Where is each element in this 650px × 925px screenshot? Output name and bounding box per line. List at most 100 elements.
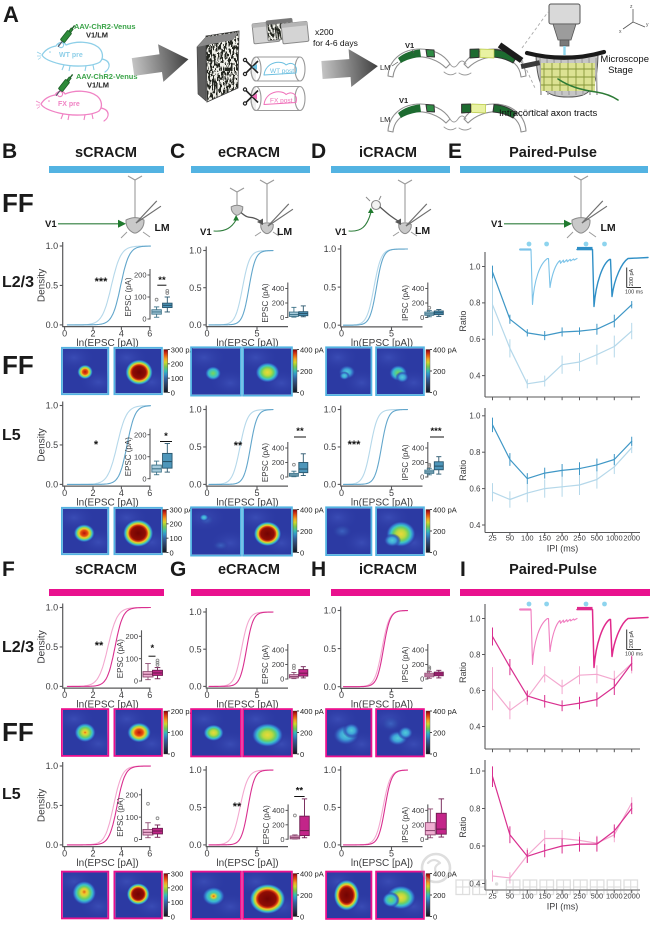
svg-text:300 pA: 300 pA	[170, 505, 194, 514]
svg-text:5: 5	[389, 488, 394, 498]
svg-text:0.0: 0.0	[46, 480, 59, 490]
svg-text:200: 200	[125, 790, 138, 799]
svg-text:1.0: 1.0	[189, 246, 202, 256]
svg-text:5: 5	[254, 690, 259, 700]
svg-text:2000: 2000	[623, 534, 640, 543]
svg-text:5: 5	[254, 848, 259, 858]
svg-text:0.8: 0.8	[469, 299, 481, 308]
svg-text:500: 500	[591, 534, 604, 543]
svg-text:0.0: 0.0	[189, 682, 202, 692]
svg-text:ln(EPSC [pA]): ln(EPSC [pA])	[216, 497, 278, 508]
svg-text:L5: L5	[2, 786, 21, 803]
svg-text:200: 200	[272, 660, 285, 669]
svg-text:D: D	[311, 140, 326, 163]
svg-text:0.5: 0.5	[189, 644, 202, 654]
svg-text:400 pA: 400 pA	[433, 505, 457, 514]
svg-text:400: 400	[272, 444, 285, 453]
svg-text:1.0: 1.0	[189, 765, 202, 775]
svg-text:y: y	[646, 22, 649, 28]
svg-text:4: 4	[119, 488, 124, 498]
svg-text:400 pA: 400 pA	[433, 345, 457, 354]
svg-text:300: 300	[171, 869, 184, 878]
svg-text:1.0: 1.0	[469, 262, 481, 271]
svg-text:0.5: 0.5	[324, 282, 337, 292]
svg-text:100: 100	[171, 374, 184, 383]
svg-text:z: z	[630, 4, 633, 10]
svg-text:0: 0	[204, 488, 209, 498]
svg-text:E: E	[448, 140, 462, 163]
svg-text:IPSC (pA): IPSC (pA)	[401, 285, 410, 321]
svg-text:ln(EPSC [pA]): ln(EPSC [pA])	[351, 497, 413, 508]
svg-text:200: 200	[412, 299, 425, 308]
svg-text:ln(EPSC [pA]): ln(EPSC [pA])	[216, 699, 278, 710]
svg-text:2: 2	[90, 488, 95, 498]
svg-text:0.5: 0.5	[324, 803, 337, 813]
svg-text:0.4: 0.4	[469, 521, 481, 530]
svg-text:5: 5	[254, 488, 259, 498]
svg-text:***: ***	[95, 276, 109, 288]
svg-text:4: 4	[119, 328, 124, 338]
svg-text:L2/3: L2/3	[2, 639, 34, 656]
svg-text:Intracortical axon tracts: Intracortical axon tracts	[499, 108, 597, 119]
svg-text:0.0: 0.0	[189, 480, 202, 490]
svg-text:0.6: 0.6	[469, 686, 481, 695]
svg-text:100 ms: 100 ms	[625, 652, 643, 658]
svg-text:0.6: 0.6	[469, 484, 481, 493]
svg-text:Ratio: Ratio	[458, 460, 468, 481]
svg-text:0: 0	[433, 388, 437, 397]
svg-text:ln(EPSC [pA]): ln(EPSC [pA])	[216, 338, 278, 349]
svg-text:iCRACM: iCRACM	[359, 145, 417, 161]
svg-text:250: 250	[573, 892, 586, 901]
svg-text:400 pA: 400 pA	[433, 707, 457, 716]
svg-text:400: 400	[272, 646, 285, 655]
svg-text:4: 4	[119, 690, 124, 700]
svg-text:**: **	[234, 440, 243, 452]
svg-text:0: 0	[300, 912, 304, 920]
svg-text:V1: V1	[200, 227, 212, 238]
svg-text:I: I	[460, 558, 466, 581]
svg-text:0.0: 0.0	[324, 682, 337, 692]
svg-text:0: 0	[171, 750, 175, 759]
svg-text:*: *	[164, 431, 168, 442]
svg-text:ln(EPSC [pA]): ln(EPSC [pA])	[351, 858, 413, 869]
svg-text:Ratio: Ratio	[458, 311, 468, 332]
svg-text:100: 100	[171, 898, 184, 907]
svg-text:Ratio: Ratio	[458, 662, 468, 683]
svg-text:FF: FF	[2, 350, 34, 380]
svg-text:EPSC (pA): EPSC (pA)	[261, 283, 270, 322]
svg-text:eCRACM: eCRACM	[218, 145, 280, 161]
svg-text:200: 200	[433, 527, 446, 536]
svg-text:0.8: 0.8	[469, 804, 481, 813]
svg-text:1.0: 1.0	[469, 412, 481, 421]
svg-text:ln(EPSC [pA]): ln(EPSC [pA])	[351, 338, 413, 349]
svg-text:1.0: 1.0	[46, 761, 59, 771]
svg-text:0: 0	[300, 388, 304, 397]
svg-text:200: 200	[433, 367, 446, 376]
svg-text:IPI (ms): IPI (ms)	[547, 544, 579, 554]
svg-text:0: 0	[171, 912, 175, 920]
svg-text:LM: LM	[601, 222, 616, 234]
svg-text:400: 400	[272, 284, 285, 293]
svg-text:EPSC (pA): EPSC (pA)	[116, 797, 125, 836]
svg-text:5: 5	[254, 328, 259, 338]
svg-text:200: 200	[556, 534, 569, 543]
svg-text:200: 200	[170, 520, 183, 529]
svg-text:4: 4	[119, 848, 124, 858]
svg-text:sCRACM: sCRACM	[75, 562, 137, 578]
svg-text:1000: 1000	[606, 534, 623, 543]
svg-text:0: 0	[339, 690, 344, 700]
svg-text:V1: V1	[491, 219, 503, 230]
svg-text:Microscope: Microscope	[600, 54, 649, 65]
svg-text:0: 0	[280, 675, 284, 684]
svg-text:A: A	[3, 2, 19, 27]
svg-text:EPSC (pA): EPSC (pA)	[261, 645, 270, 684]
svg-text:2000: 2000	[623, 892, 640, 901]
svg-text:200: 200	[412, 458, 425, 467]
svg-text:LM: LM	[380, 115, 390, 124]
svg-text:100: 100	[125, 813, 138, 822]
svg-text:5: 5	[389, 690, 394, 700]
svg-text:6: 6	[147, 690, 152, 700]
svg-text:L2/3: L2/3	[2, 274, 34, 291]
svg-text:0: 0	[339, 329, 344, 339]
svg-text:G: G	[170, 558, 186, 581]
